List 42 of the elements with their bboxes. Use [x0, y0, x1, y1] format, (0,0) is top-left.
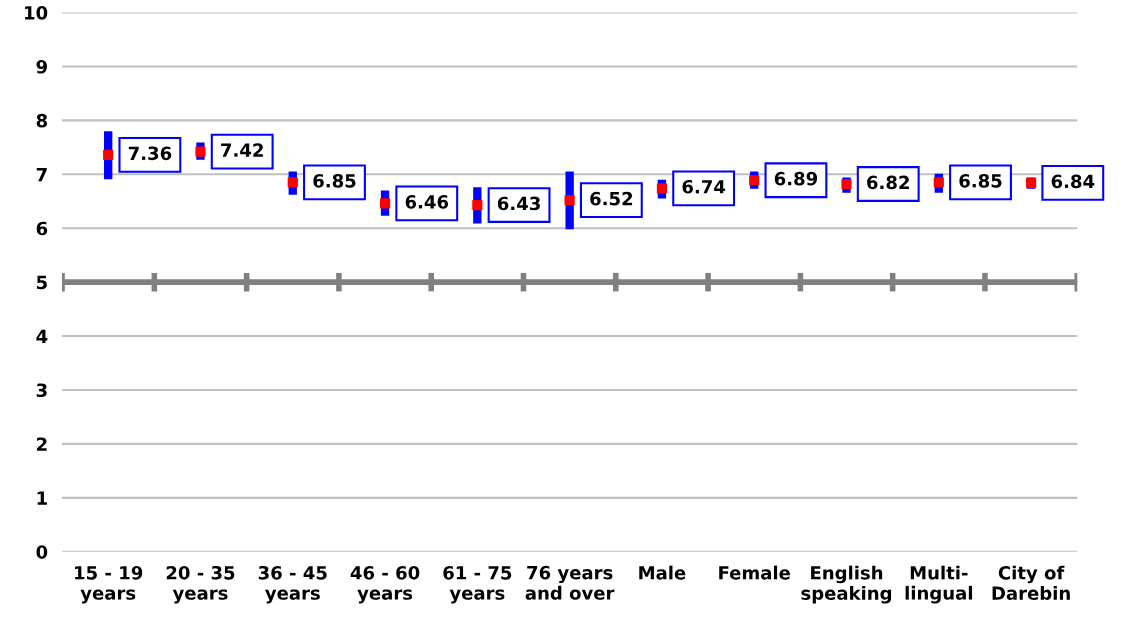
- y-tick-label: 0: [36, 545, 48, 559]
- y-tick-label: 8: [36, 113, 48, 128]
- y-tick-label: 7: [36, 168, 47, 182]
- data-label: 7.36: [128, 146, 172, 161]
- y-tick-label: 3: [36, 383, 47, 398]
- y-tick-label: 9: [36, 59, 47, 74]
- x-tick-label: 15 - 19 years: [75, 565, 143, 604]
- x-tick-label: City of Darebin: [992, 565, 1070, 600]
- y-tick-label: 2: [37, 437, 47, 451]
- y-tick-label: 6: [36, 221, 48, 236]
- point: [287, 177, 298, 188]
- point: [472, 199, 483, 211]
- data-label: 7.42: [221, 143, 263, 157]
- data-label: 6.52: [590, 191, 633, 206]
- data-label: 6.43: [497, 196, 540, 211]
- point: [656, 183, 668, 194]
- point: [379, 198, 391, 209]
- y-tick-label: 5: [36, 275, 47, 290]
- x-tick-label: Male: [639, 565, 686, 580]
- x-tick-label: 36 - 45 years: [258, 565, 327, 604]
- x-tick-label: 76 years and over: [525, 565, 615, 600]
- x-tick-label: 61 - 75 years: [443, 565, 512, 604]
- x-tick-label: Female: [719, 565, 790, 580]
- point: [195, 146, 206, 157]
- data-label: 6.89: [774, 171, 818, 186]
- x-tick-label: 46 - 60 years: [350, 565, 420, 604]
- data-label: 6.46: [405, 195, 449, 209]
- data-label: 6.74: [682, 179, 726, 194]
- y-tick-label: 10: [25, 6, 48, 20]
- x-tick-label: Multi- lingual: [905, 565, 972, 604]
- data-label: 6.82: [867, 175, 909, 190]
- data-label: 6.85: [959, 173, 1002, 188]
- point: [564, 195, 575, 206]
- data-label: 6.85: [313, 173, 356, 188]
- x-tick-label: 20 - 35 years: [166, 565, 235, 604]
- point: [933, 177, 944, 188]
- data-label: 6.84: [1051, 174, 1095, 189]
- y-tick-label: 1: [37, 491, 47, 505]
- point: [749, 175, 760, 186]
- y-tick-label: 4: [36, 329, 48, 343]
- x-tick-label: English speaking: [801, 565, 892, 604]
- point: [103, 149, 114, 160]
